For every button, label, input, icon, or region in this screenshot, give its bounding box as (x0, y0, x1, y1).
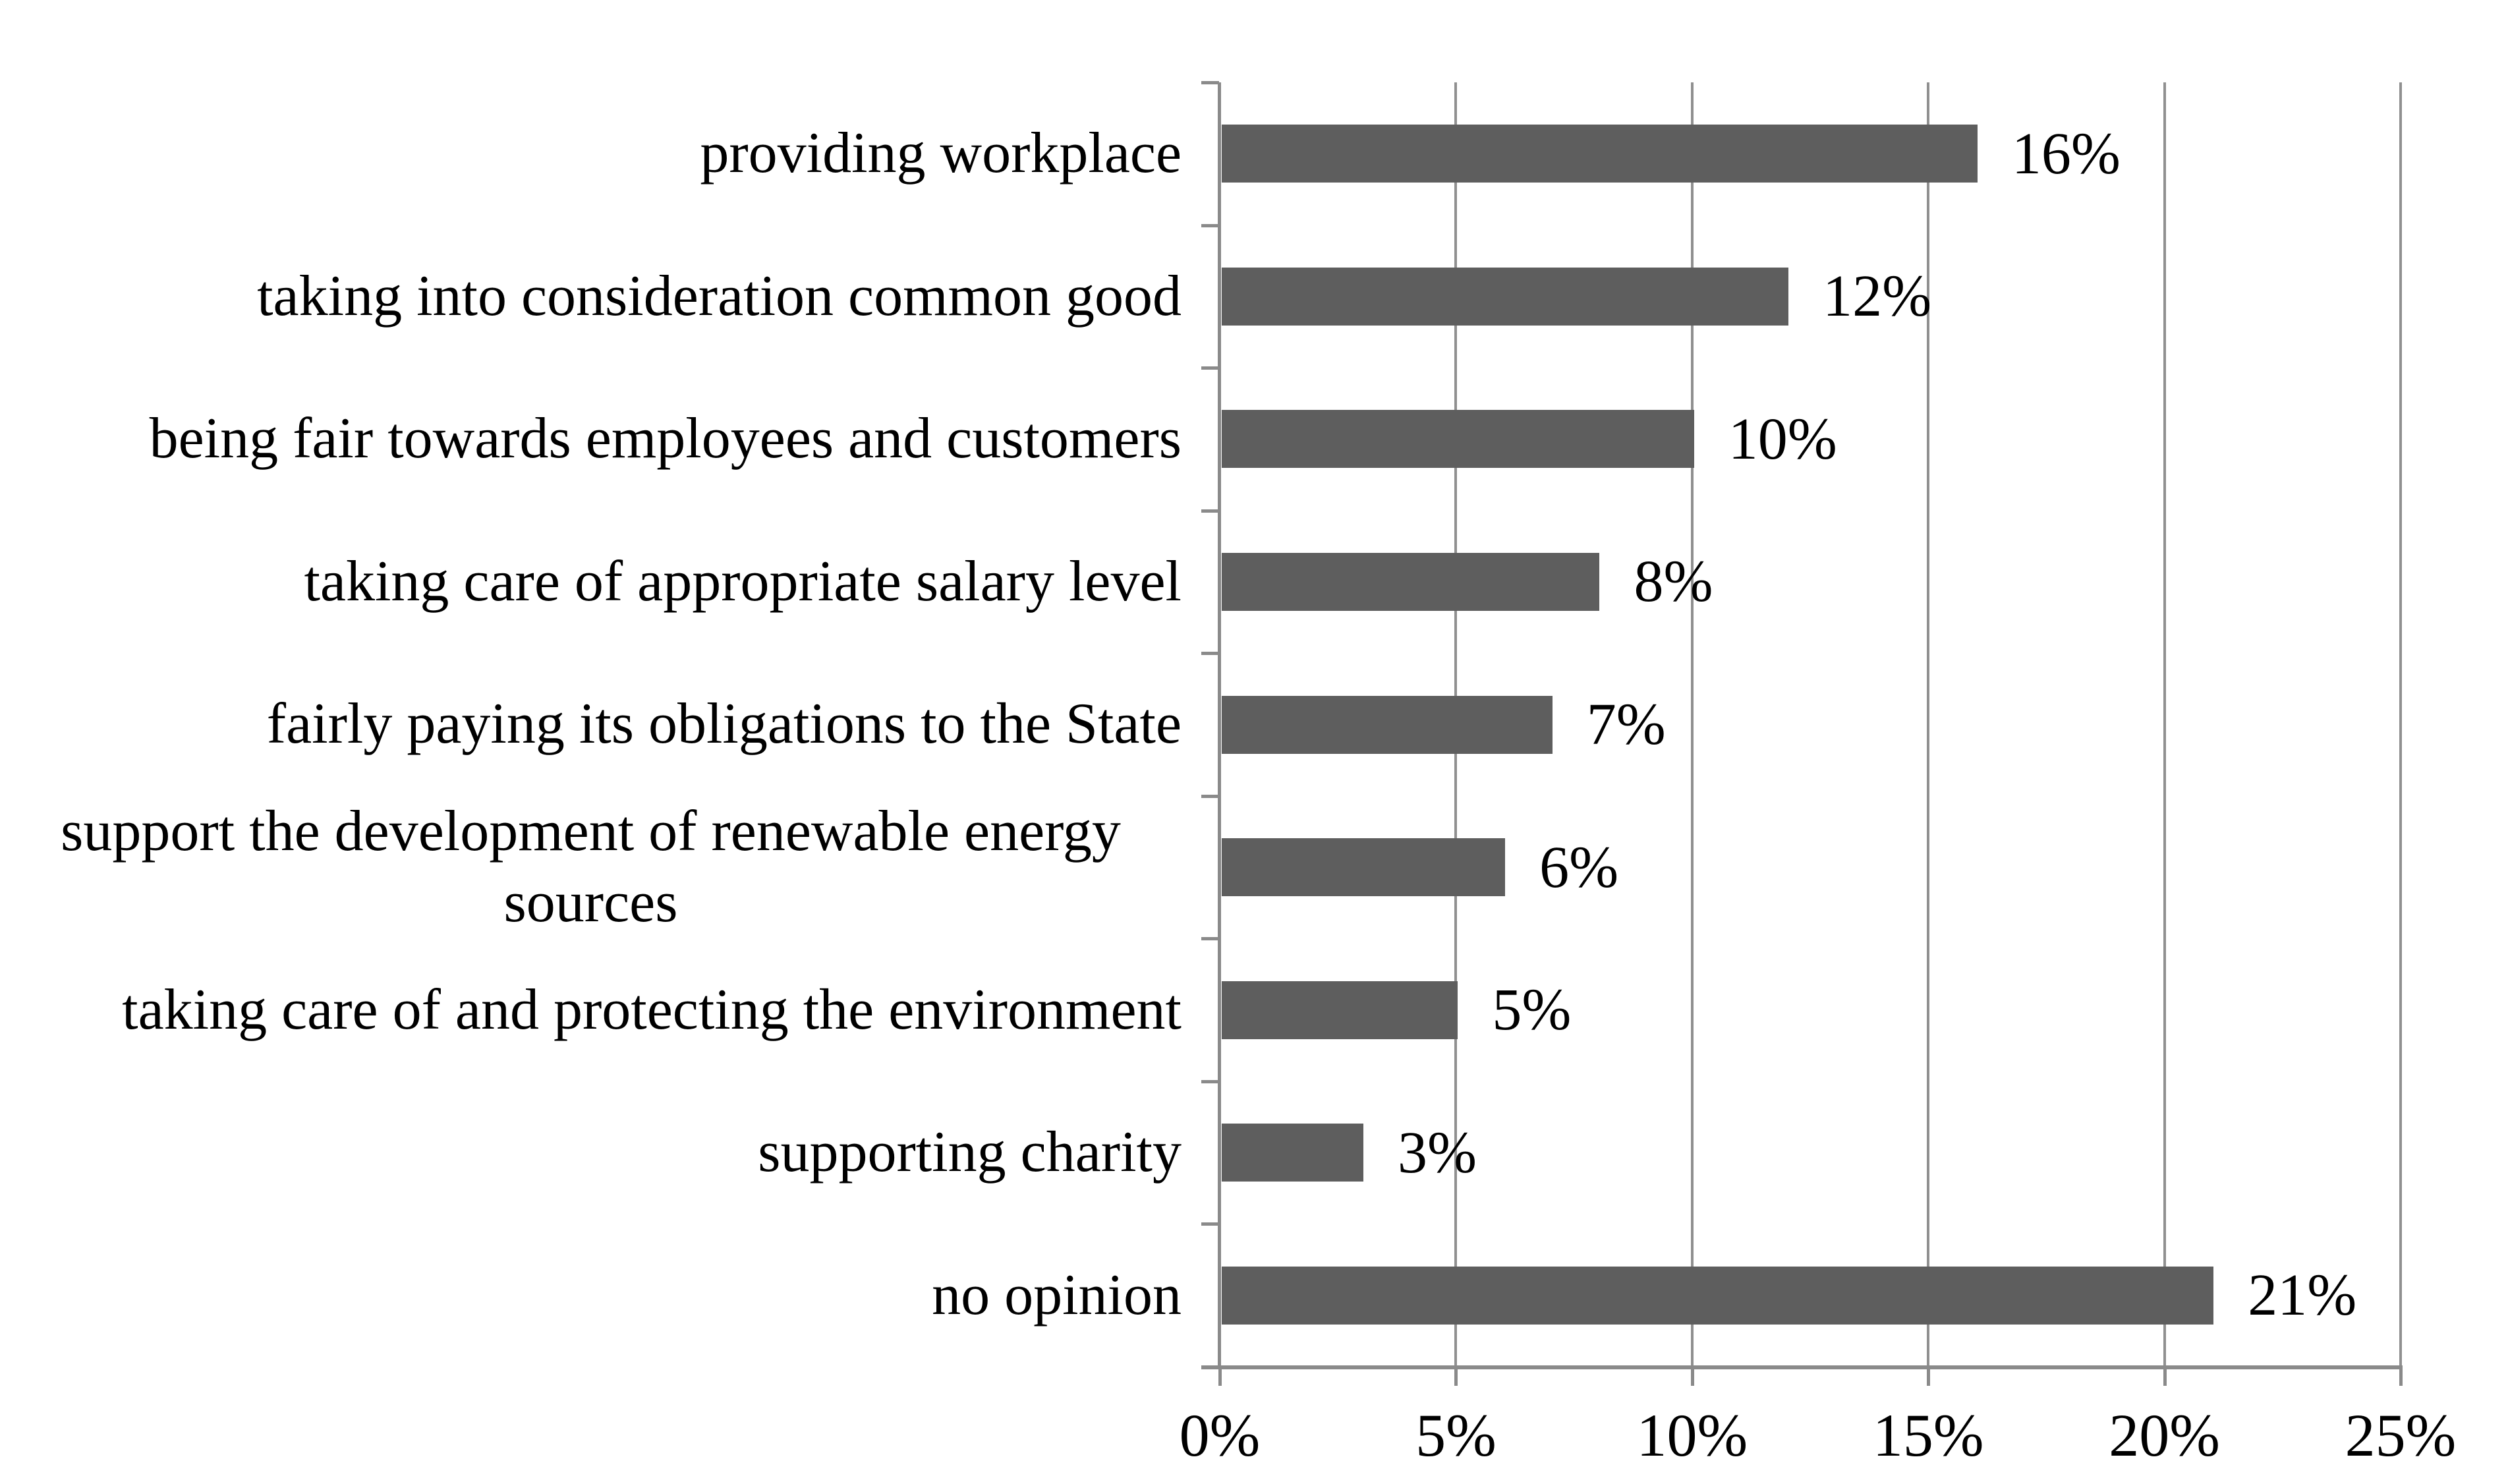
gridline-15% (1927, 82, 1930, 1367)
x-axis-tick (1454, 1369, 1458, 1386)
y-axis-tick (1201, 794, 1219, 798)
y-axis-tick (1201, 937, 1219, 941)
x-axis-tick-label: 0% (1179, 1402, 1261, 1469)
x-axis-tick (2163, 1369, 2167, 1386)
bar (1222, 1266, 2214, 1325)
x-axis-tick (1927, 1369, 1931, 1386)
x-axis-tick-label: 15% (1872, 1402, 1984, 1469)
x-axis-tick (2399, 1369, 2403, 1386)
gridline-25% (2399, 82, 2402, 1367)
category-label: fairly paying its obligations to the Sta… (266, 692, 1182, 756)
bar-value-label: 21% (2248, 1263, 2357, 1328)
x-axis-tick (1218, 1369, 1222, 1386)
category-label: support the development of renewable ene… (61, 799, 1121, 935)
x-axis-tick-label: 10% (1636, 1402, 1748, 1469)
x-axis-tick (1690, 1369, 1694, 1386)
y-axis-tick (1201, 81, 1219, 84)
bar-value-label: 8% (1634, 549, 1713, 615)
category-label: providing workplace (700, 121, 1182, 186)
bar-value-label: 3% (1398, 1120, 1477, 1185)
category-label: being fair towards employees and custome… (149, 407, 1182, 471)
y-axis-tick (1201, 223, 1219, 227)
category-label: no opinion (932, 1263, 1182, 1327)
category-label: taking care of appropriate salary level (304, 549, 1182, 614)
bar (1222, 981, 1458, 1039)
bar (1222, 838, 1506, 897)
y-axis-tick (1201, 366, 1219, 370)
bar-value-label: 16% (2011, 121, 2121, 186)
bar (1222, 1124, 1364, 1182)
bar-value-label: 12% (1823, 264, 1932, 329)
bar (1222, 410, 1694, 469)
category-label: taking care of and protecting the enviro… (122, 977, 1182, 1042)
y-axis-tick (1201, 1079, 1219, 1083)
bar-value-label: 10% (1728, 406, 1837, 472)
bar-value-label: 5% (1492, 977, 1572, 1043)
category-axis-line (1218, 82, 1221, 1367)
y-axis-tick (1201, 652, 1219, 656)
y-axis-tick (1201, 1222, 1219, 1226)
gridline-20% (2163, 82, 2166, 1367)
gridline-10% (1690, 82, 1694, 1367)
bar (1222, 125, 1978, 183)
bar-value-label: 7% (1586, 692, 1666, 757)
value-axis-line (1201, 1365, 2403, 1369)
bar (1222, 552, 1600, 611)
bar-value-label: 6% (1539, 834, 1619, 900)
category-label: taking into consideration common good (257, 264, 1182, 328)
y-axis-tick (1201, 509, 1219, 513)
category-label: supporting charity (758, 1120, 1182, 1185)
bar (1222, 267, 1789, 326)
x-axis-tick-label: 20% (2109, 1402, 2220, 1469)
x-axis-tick-label: 5% (1415, 1402, 1496, 1469)
bar (1222, 695, 1553, 754)
x-axis-tick-label: 25% (2345, 1402, 2457, 1469)
y-axis-tick (1201, 1365, 1219, 1369)
